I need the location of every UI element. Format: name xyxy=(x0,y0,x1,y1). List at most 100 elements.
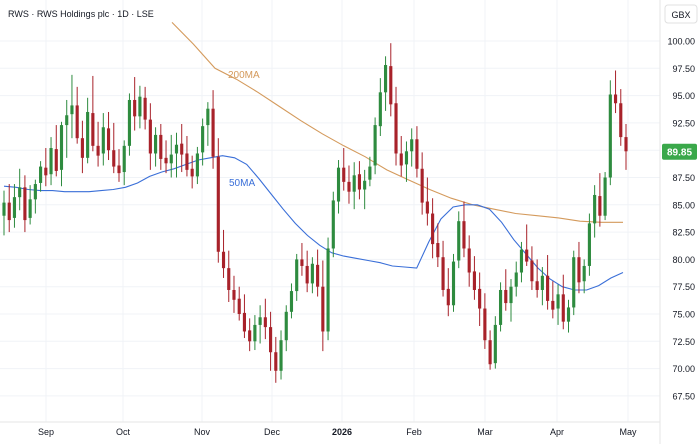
candle xyxy=(431,198,435,259)
candle xyxy=(519,241,524,283)
candle-body xyxy=(352,175,356,192)
candle-body xyxy=(65,115,69,126)
candle-body xyxy=(169,154,173,164)
candle xyxy=(347,165,351,204)
candle-body xyxy=(86,111,90,158)
candle-body xyxy=(378,92,382,127)
candle xyxy=(263,298,267,340)
candle-body xyxy=(49,148,53,175)
candle xyxy=(143,86,147,130)
candle xyxy=(357,161,361,200)
candle xyxy=(556,284,560,325)
time-axis[interactable]: Sep Oct Nov Dec 2026 Feb Mar Apr May xyxy=(38,427,637,437)
candle xyxy=(624,123,628,170)
candle xyxy=(441,240,445,297)
candle xyxy=(451,253,456,312)
candle xyxy=(195,146,199,185)
candle xyxy=(227,250,231,302)
candle-body xyxy=(572,257,576,308)
candle-body xyxy=(190,168,194,177)
candle xyxy=(425,177,429,226)
candle xyxy=(174,132,179,178)
candle-body xyxy=(431,213,435,245)
candle-body xyxy=(498,289,503,325)
y-tick-label: 77.50 xyxy=(672,282,695,292)
x-tick-label: Dec xyxy=(264,427,281,437)
candle xyxy=(363,169,367,210)
candle-body xyxy=(295,259,299,292)
candle-body xyxy=(436,243,440,258)
candle-body xyxy=(577,257,581,283)
x-tick-label: May xyxy=(619,427,637,437)
candle-body xyxy=(39,166,43,183)
candle-body xyxy=(467,248,471,273)
candle-body xyxy=(551,300,555,310)
candle xyxy=(572,250,576,316)
candle xyxy=(159,123,163,170)
candle xyxy=(446,268,450,317)
candle xyxy=(593,185,597,238)
candle xyxy=(289,283,294,319)
candle-body xyxy=(509,286,513,304)
candle xyxy=(106,111,111,161)
candle xyxy=(237,286,241,321)
candle-body xyxy=(546,275,550,301)
candle-body xyxy=(321,286,325,332)
candle xyxy=(415,126,419,178)
candle xyxy=(127,93,132,156)
candle xyxy=(603,172,607,221)
grid-lines xyxy=(0,0,660,422)
candle-body xyxy=(33,184,37,200)
candle xyxy=(420,152,424,215)
candle-body xyxy=(383,65,388,93)
candle xyxy=(378,78,382,137)
candle-body xyxy=(619,103,623,138)
candle-body xyxy=(336,167,341,202)
candle-body xyxy=(493,324,497,364)
candle xyxy=(373,117,377,175)
candle-body xyxy=(488,340,492,365)
candlestick-series xyxy=(2,43,628,383)
candle xyxy=(112,122,116,174)
candle xyxy=(7,184,11,233)
candle-body xyxy=(300,259,304,266)
x-tick-label: Oct xyxy=(116,427,131,437)
candle xyxy=(472,256,476,300)
candle-body xyxy=(457,221,461,261)
candle xyxy=(310,257,314,294)
candle xyxy=(221,229,226,278)
candle xyxy=(342,148,346,191)
candle-body xyxy=(242,312,247,332)
candle xyxy=(300,243,304,276)
candle xyxy=(91,75,95,152)
candle-body xyxy=(44,167,48,176)
candle xyxy=(148,103,152,170)
candle xyxy=(566,299,571,333)
candle-body xyxy=(269,327,273,353)
candle xyxy=(509,279,513,322)
x-tick-label: Feb xyxy=(406,427,422,437)
candle-body xyxy=(174,144,179,154)
moving-average-lines xyxy=(3,22,624,291)
candle-body xyxy=(561,294,565,322)
candle-body xyxy=(180,143,184,155)
candle-body xyxy=(12,197,17,218)
candle-body xyxy=(263,317,267,328)
candle xyxy=(551,281,555,319)
last-price-value: 89.85 xyxy=(667,147,692,158)
candle xyxy=(394,86,398,166)
candle xyxy=(436,223,440,268)
candle xyxy=(352,162,356,210)
candle-body xyxy=(195,153,199,177)
candle-body xyxy=(519,249,524,273)
candle xyxy=(253,315,257,351)
candle xyxy=(404,141,409,182)
candle-body xyxy=(206,108,210,126)
candle-body xyxy=(425,201,429,214)
candle-body xyxy=(587,223,591,266)
currency-box[interactable] xyxy=(664,4,698,24)
candle xyxy=(368,156,372,187)
candle-body xyxy=(540,275,544,290)
candle xyxy=(133,77,137,131)
